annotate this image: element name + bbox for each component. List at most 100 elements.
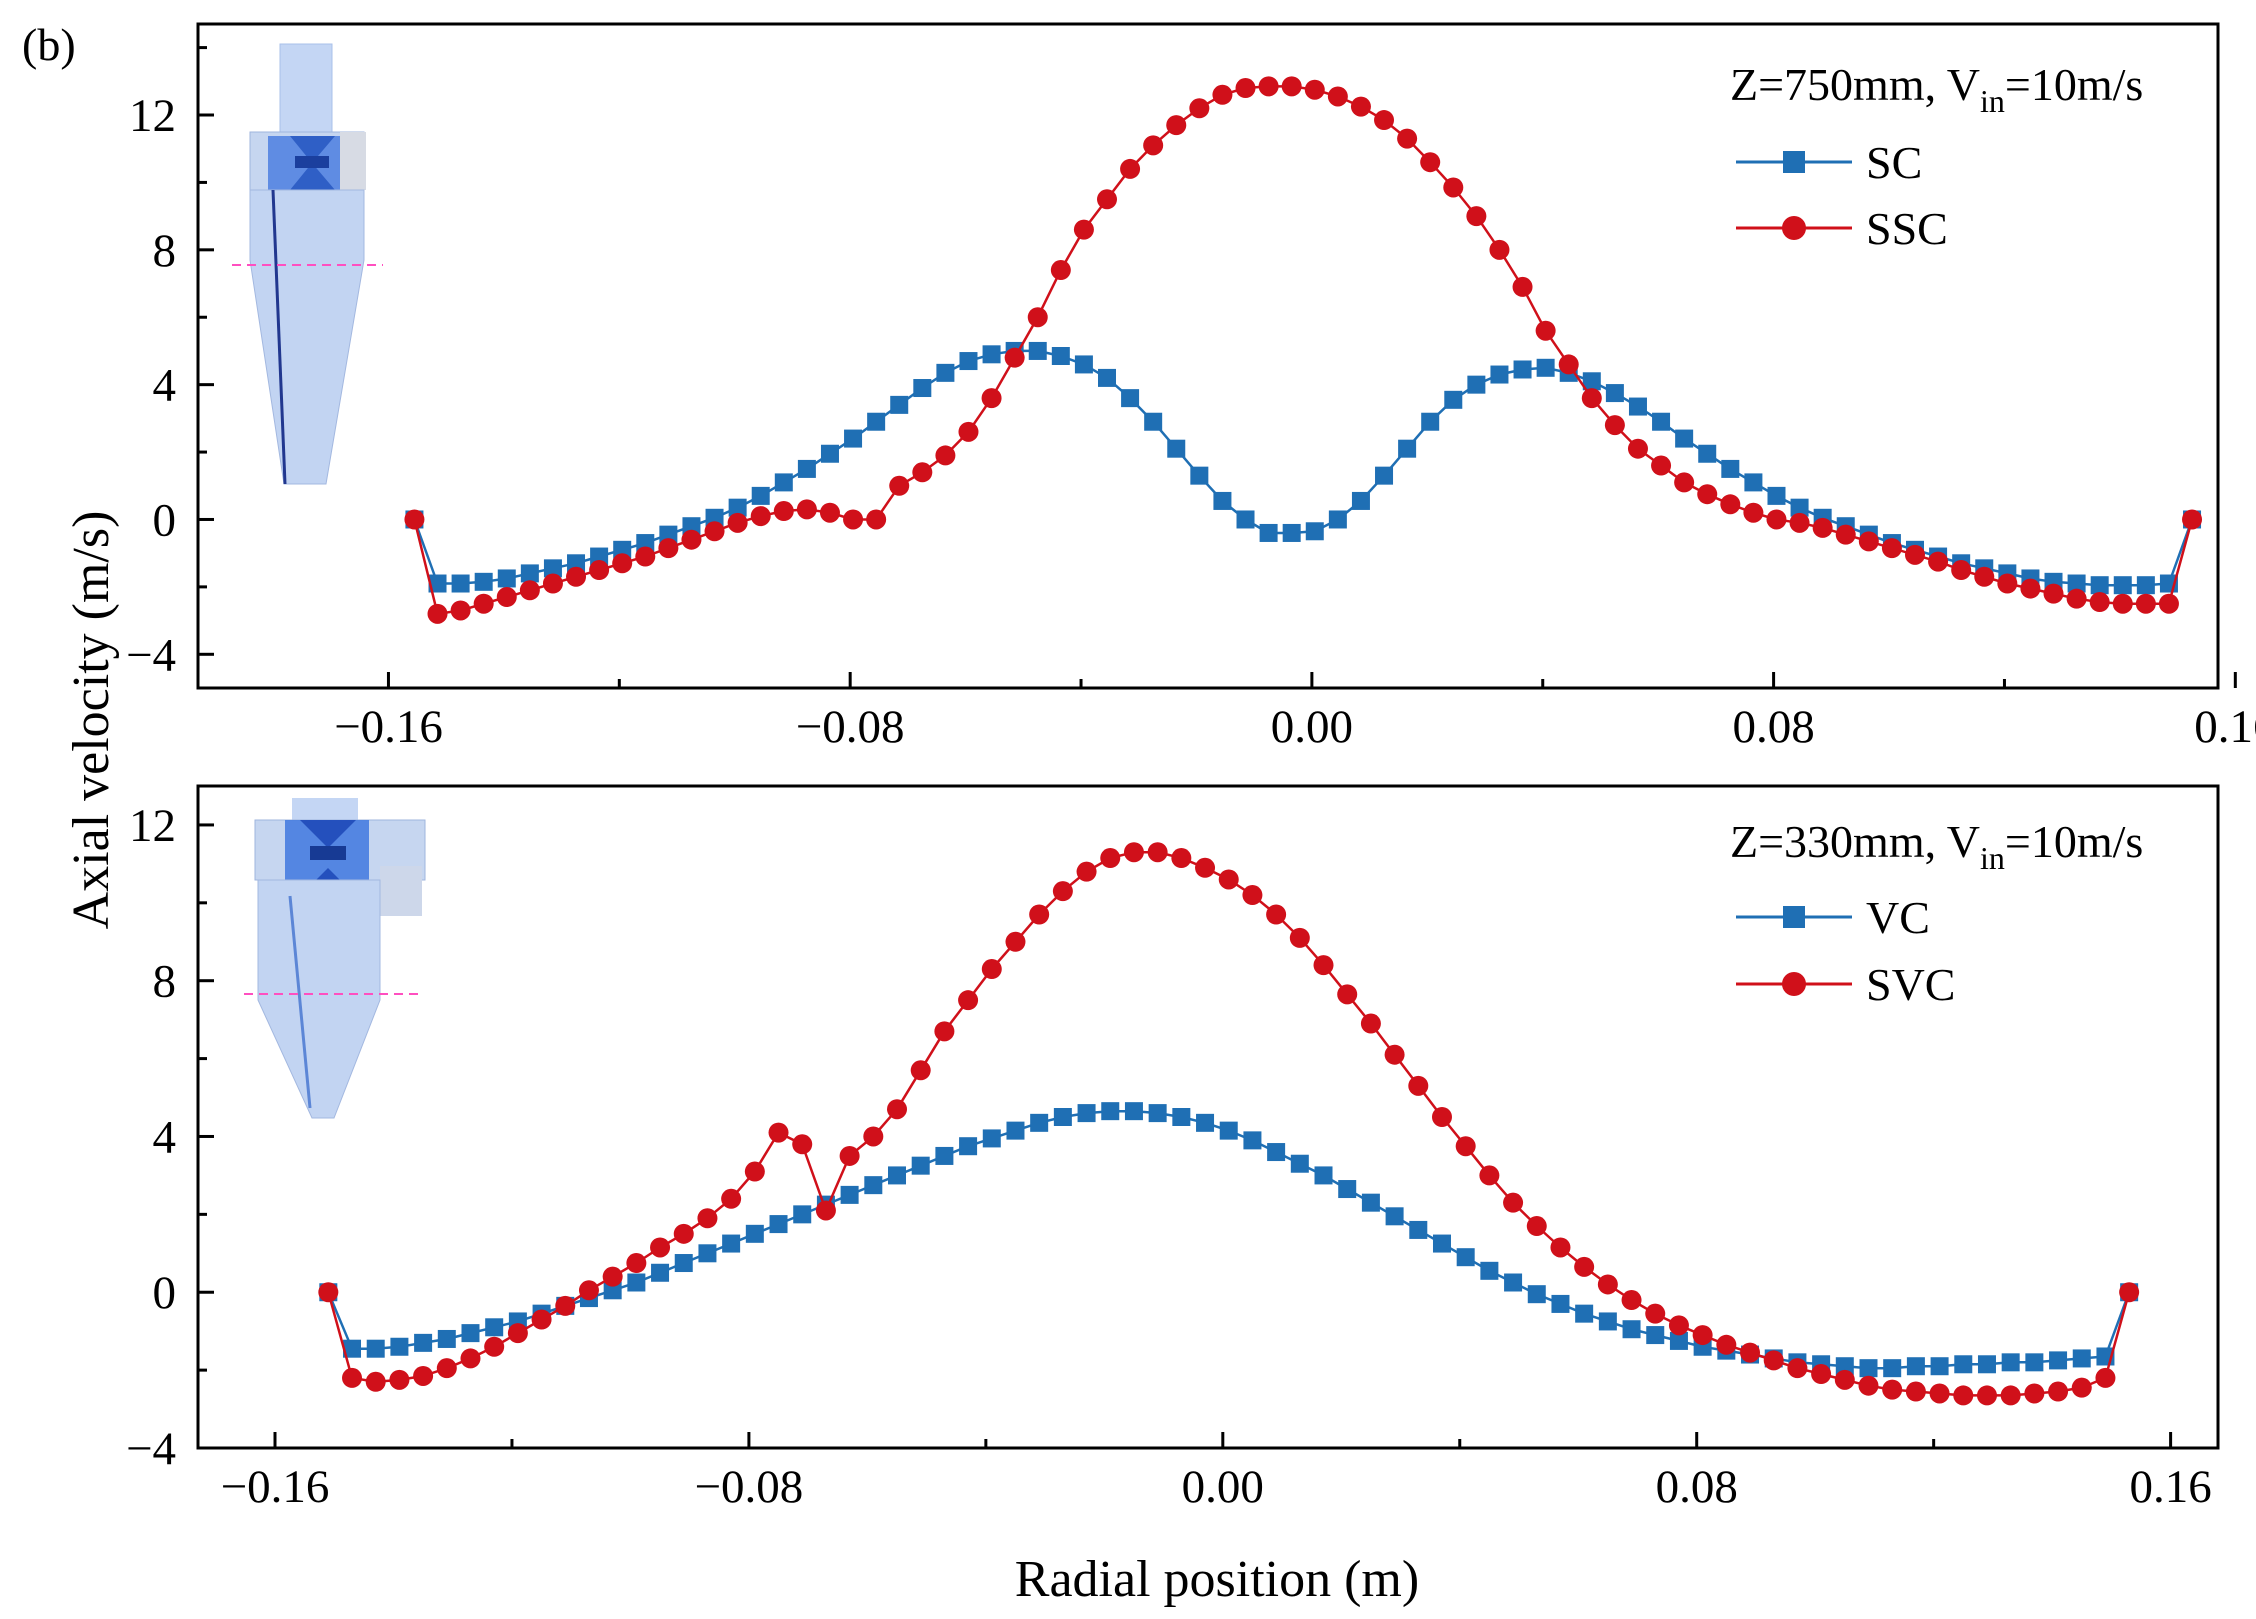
series-group-top	[404, 76, 2203, 624]
data-point-svc	[1408, 1075, 1429, 1096]
data-point-svc	[1289, 927, 1310, 948]
data-point-sc	[1213, 491, 1232, 510]
data-point-vc	[2001, 1353, 2020, 1372]
data-point-svc	[1195, 857, 1216, 878]
data-point-ssc	[1027, 307, 1048, 328]
legend-label-ssc: SSC	[1866, 203, 1948, 254]
data-point-vc	[1267, 1143, 1286, 1162]
data-point-sc	[590, 547, 609, 566]
series-svc	[318, 842, 2140, 1406]
data-point-vc	[390, 1337, 409, 1356]
legend-item-sc: SC	[1736, 137, 1922, 188]
data-point-vc	[1053, 1108, 1072, 1126]
data-point-ssc	[1835, 524, 1856, 545]
data-point-vc	[1030, 1113, 1049, 1132]
x-tick-label-bottom: 0.16	[2129, 1461, 2211, 1513]
data-point-svc	[673, 1223, 694, 1244]
data-point-sc	[1282, 523, 1301, 542]
x-tick-label-top: 0.00	[1271, 701, 1353, 753]
data-point-vc	[1101, 1102, 1120, 1121]
data-point-sc	[2090, 576, 2109, 595]
data-point-vc	[2072, 1349, 2091, 1368]
data-point-vc	[1954, 1355, 1973, 1374]
data-point-ssc	[1743, 502, 1764, 523]
data-point-sc	[1144, 412, 1163, 431]
data-point-vc	[1480, 1261, 1499, 1280]
data-point-vc	[1504, 1273, 1523, 1292]
data-point-sc	[1605, 384, 1624, 403]
data-point-vc	[1385, 1207, 1404, 1226]
data-point-svc	[1526, 1216, 1547, 1237]
data-point-ssc	[773, 501, 794, 522]
data-point-vc	[1669, 1331, 1688, 1350]
legend-item-svc: SVC	[1736, 959, 1955, 1010]
data-point-ssc	[2158, 593, 2179, 614]
data-point-ssc	[819, 502, 840, 523]
data-point-sc	[982, 345, 1001, 364]
data-point-sc	[1351, 491, 1370, 510]
data-point-vc	[2025, 1353, 2044, 1372]
data-point-sc	[1305, 522, 1324, 541]
y-tick-label-bottom: 12	[129, 800, 176, 852]
data-point-ssc	[404, 509, 425, 530]
data-point-ssc	[589, 560, 610, 581]
data-point-svc	[318, 1282, 339, 1303]
data-point-ssc	[1974, 566, 1995, 587]
data-point-ssc	[473, 593, 494, 614]
legend-top: Z=750mm, Vin=10m/s SC SSC	[1730, 59, 2143, 254]
data-point-svc	[815, 1200, 836, 1221]
data-point-vc	[1196, 1113, 1215, 1132]
data-point-ssc	[1397, 128, 1418, 149]
data-point-vc	[627, 1273, 646, 1292]
data-point-sc	[1121, 389, 1140, 408]
data-point-ssc	[427, 603, 448, 624]
data-point-ssc	[1050, 260, 1071, 281]
data-point-svc	[910, 1060, 931, 1081]
data-point-sc	[820, 444, 839, 463]
data-point-vc	[1859, 1359, 1878, 1378]
data-point-sc	[1167, 439, 1186, 458]
y-tick-label-top: −4	[126, 629, 176, 681]
x-tick-label-bottom: −0.16	[221, 1461, 330, 1513]
data-point-ssc	[1674, 472, 1695, 493]
data-point-vc	[1290, 1154, 1309, 1173]
y-tick-label-bottom: 8	[153, 956, 177, 1008]
data-point-ssc	[1235, 78, 1256, 99]
data-point-vc	[1338, 1180, 1357, 1199]
data-point-vc	[698, 1244, 717, 1263]
data-point-svc	[1740, 1342, 1761, 1363]
data-point-sc	[1721, 459, 1740, 478]
data-point-sc	[520, 564, 539, 583]
data-point-sc	[1375, 466, 1394, 485]
data-point-vc	[864, 1176, 883, 1195]
data-point-ssc	[2043, 583, 2064, 604]
data-point-sc	[1513, 360, 1532, 379]
data-point-vc	[461, 1324, 480, 1343]
x-tick-label-top: 0.08	[1732, 701, 1814, 753]
data-point-ssc	[727, 512, 748, 533]
data-point-svc	[863, 1126, 884, 1147]
data-point-svc	[2095, 1367, 2116, 1388]
data-point-sc	[913, 379, 932, 398]
data-point-svc	[460, 1348, 481, 1369]
data-point-ssc	[1166, 115, 1187, 136]
data-point-sc	[959, 352, 978, 371]
data-point-svc	[413, 1365, 434, 1386]
data-point-svc	[958, 990, 979, 1011]
legend-title-top: Z=750mm, Vin=10m/s	[1730, 59, 2143, 119]
data-point-svc	[1929, 1383, 1950, 1404]
data-point-svc	[721, 1188, 742, 1209]
data-point-ssc	[704, 521, 725, 542]
data-point-ssc	[681, 529, 702, 550]
data-point-svc	[1763, 1350, 1784, 1371]
data-point-sc	[2113, 576, 2132, 595]
data-point-svc	[342, 1367, 363, 1388]
y-tick-label-bottom: −4	[126, 1423, 176, 1475]
data-point-vc	[1432, 1234, 1451, 1253]
data-point-svc	[934, 1021, 955, 1042]
data-point-svc	[1976, 1385, 1997, 1406]
data-point-svc	[578, 1280, 599, 1301]
data-point-svc	[2000, 1385, 2021, 1406]
data-point-sc	[1098, 368, 1116, 387]
data-point-ssc	[1558, 354, 1579, 375]
